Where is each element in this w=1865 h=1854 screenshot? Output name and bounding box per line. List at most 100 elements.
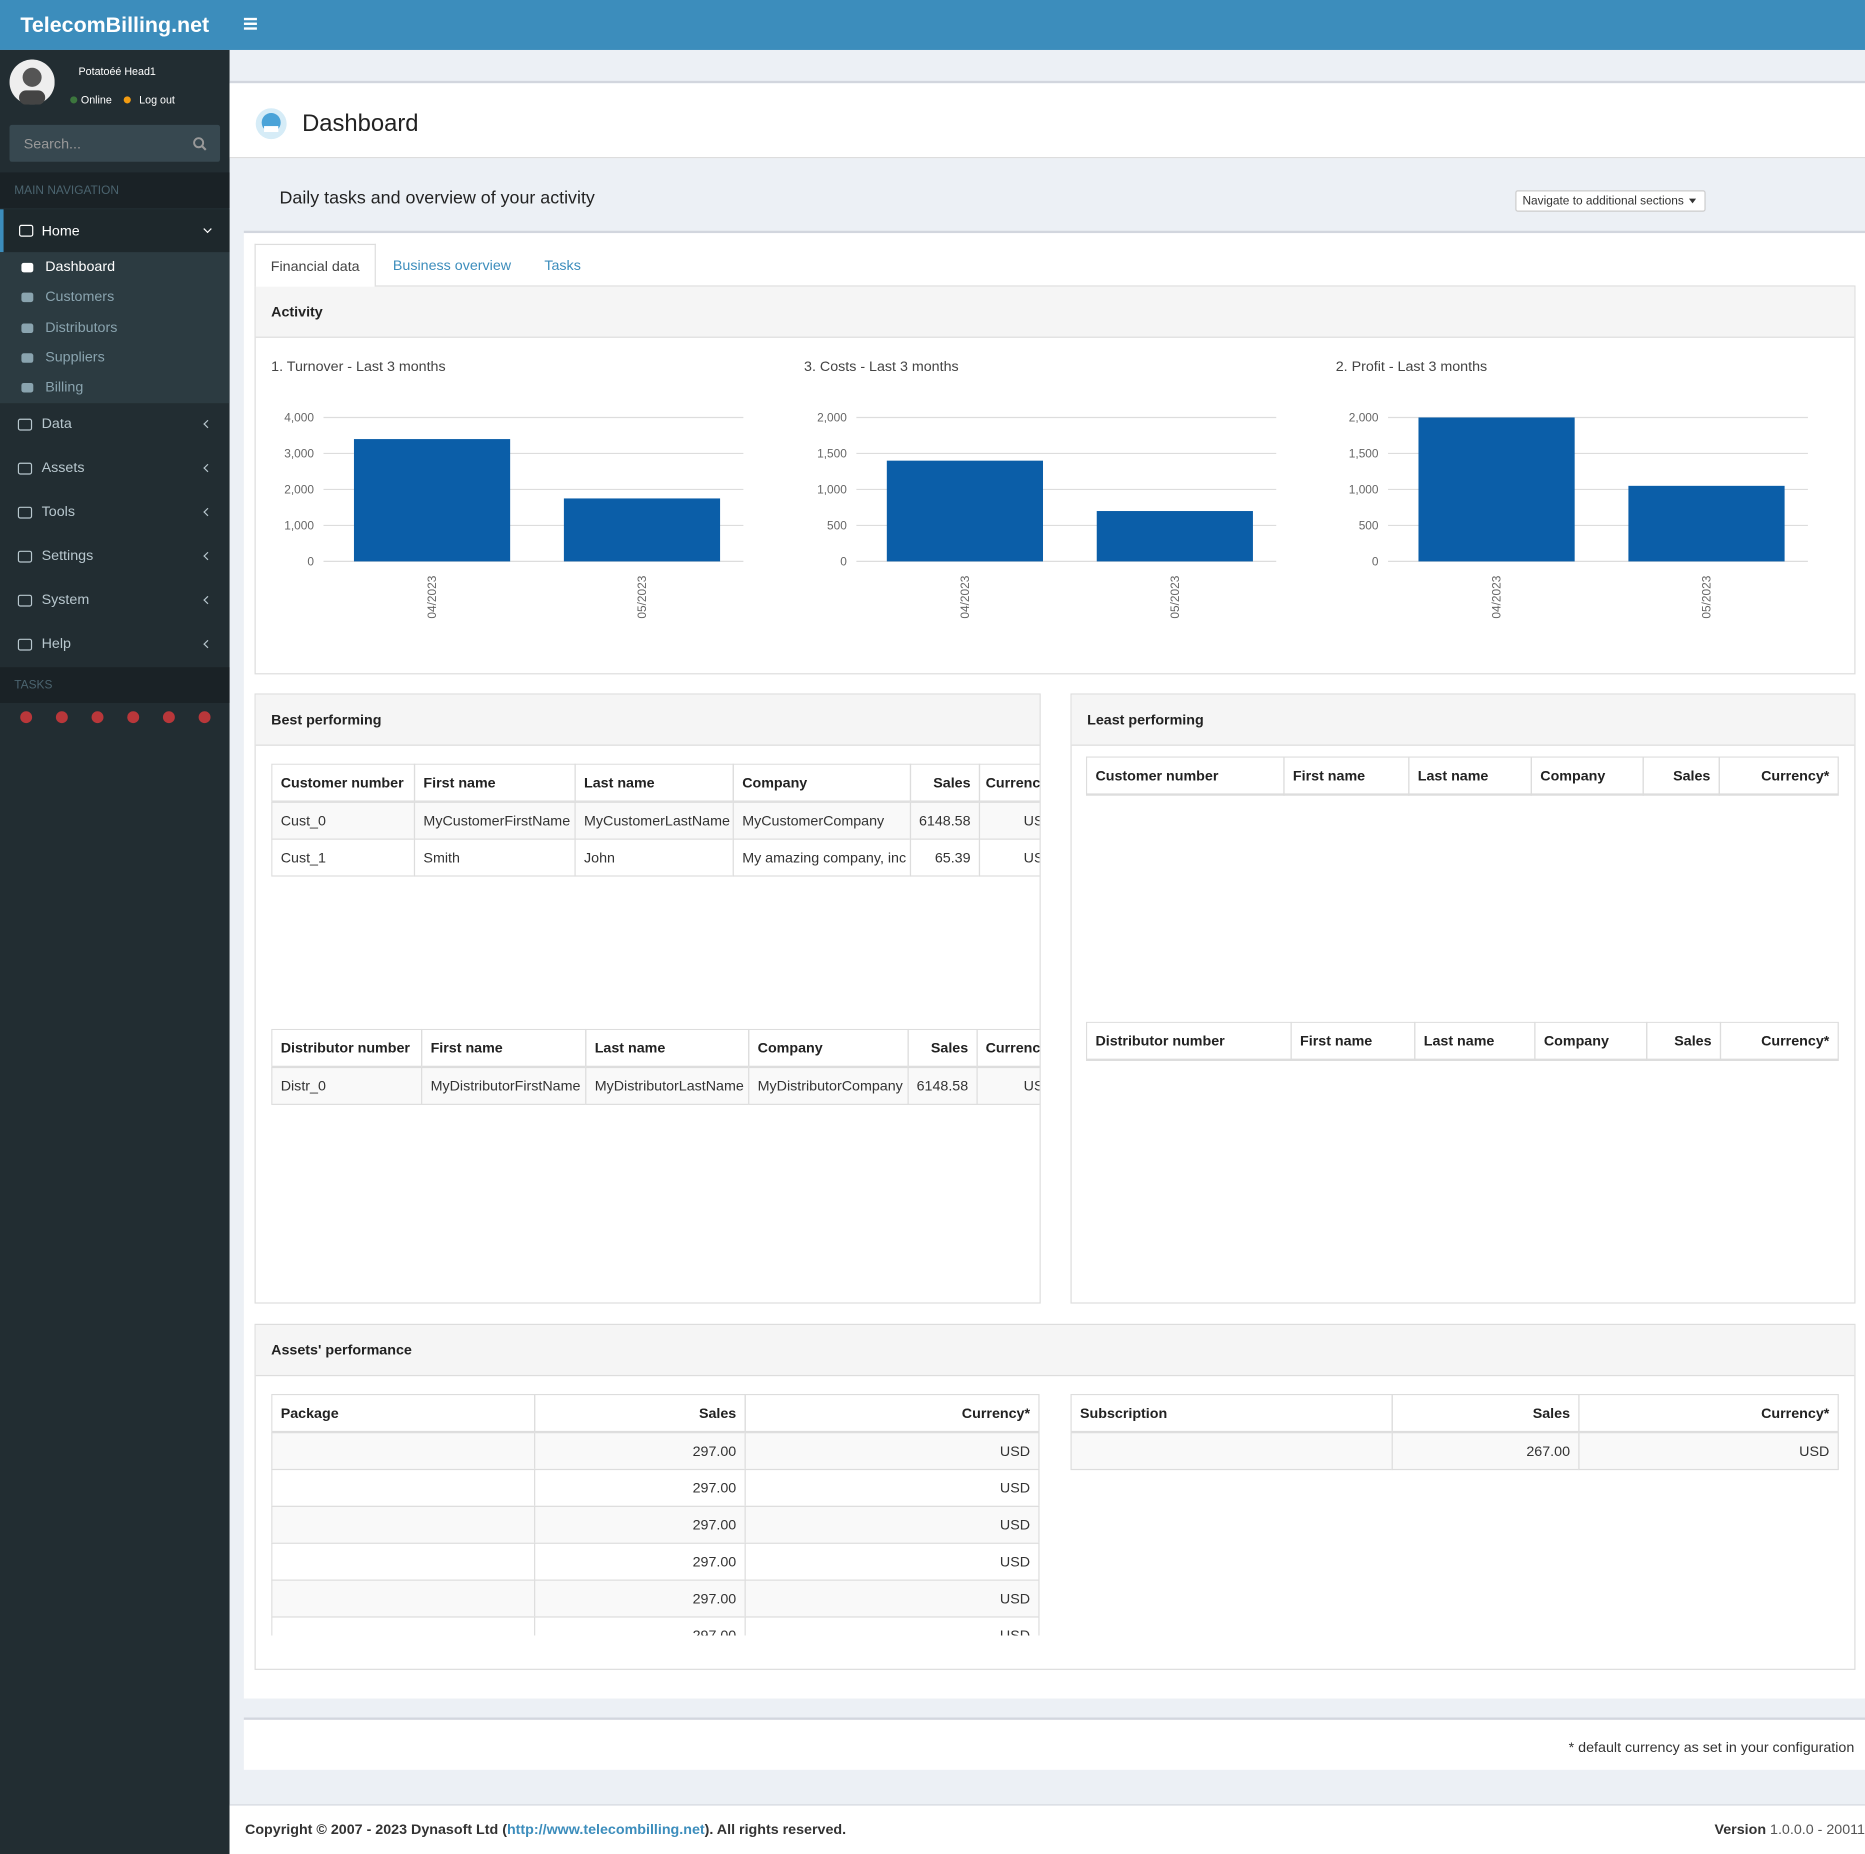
nav-icon [17, 506, 33, 519]
y-tick-label: 1,500 [1349, 447, 1379, 461]
table-cell: MyDistributorLastName [585, 1066, 750, 1105]
best-panel: Best performing [254, 693, 1041, 1304]
logout-link[interactable]: Log out [139, 93, 175, 106]
table-cell: 6148.58 [909, 801, 981, 840]
search-box[interactable]: Search... [9, 124, 221, 162]
task-dot[interactable] [162, 711, 175, 724]
task-dot[interactable] [127, 711, 140, 724]
submenu-item[interactable]: Suppliers [45, 348, 105, 365]
tab[interactable]: Financial data [254, 243, 376, 287]
divider [229, 80, 1865, 84]
task-dot[interactable] [198, 711, 211, 724]
table-cell: USD [744, 1616, 1040, 1636]
submenu-icon [21, 382, 34, 393]
table-cell: 297.00 [534, 1579, 746, 1618]
table-header: Currency* [1578, 1393, 1839, 1434]
table-cell: USD [1578, 1432, 1839, 1471]
y-tick-label: 4,000 [284, 411, 314, 425]
y-tick-label: 1,000 [284, 519, 314, 533]
page-title: Dashboard [302, 110, 419, 137]
nav-item[interactable]: Settings [41, 547, 94, 564]
table: Package Sales Currency* 297.00 USD 297.00 USD 2… [271, 1393, 1041, 1636]
table-cell: MyCustomerLastName [574, 801, 734, 840]
table-cell: MyDistributorFirstName [421, 1066, 587, 1105]
table-header: Currency* [1719, 1021, 1839, 1061]
divider [243, 230, 1865, 234]
table-cell [271, 1432, 536, 1471]
submenu-item[interactable]: Customers [45, 288, 115, 305]
table-cell: 297.00 [534, 1542, 746, 1581]
brand[interactable]: TelecomBilling.net [20, 12, 210, 37]
table-cell: Cust_0 [271, 801, 416, 840]
table-header: Company [748, 1028, 909, 1069]
tab[interactable]: Business overview [392, 256, 512, 273]
nav-header: MAIN NAVIGATION [0, 172, 230, 209]
caret [1688, 198, 1696, 204]
submenu-item[interactable]: Dashboard [45, 258, 116, 275]
table-header: Currency* [978, 763, 1040, 803]
submenu-item[interactable]: Billing [45, 378, 84, 395]
table-cell: Distr_0 [271, 1066, 423, 1105]
table-header: Last name [585, 1028, 750, 1069]
table-header: Sales [1391, 1393, 1580, 1434]
y-tick-label: 0 [1372, 555, 1379, 569]
table: Distributor number First name Last name Com… [271, 1028, 1040, 1124]
table-cell: USD [744, 1542, 1040, 1581]
x-tick-label: 04/2023 [425, 575, 439, 618]
bar [563, 498, 721, 562]
table-cell [271, 1505, 536, 1544]
x-tick-label: 05/2023 [635, 575, 649, 618]
nav-icon [17, 594, 33, 607]
activity-panel: Activity [254, 285, 1856, 675]
menu-toggle[interactable] [243, 17, 258, 31]
table-cell: John [574, 838, 734, 877]
table-cell: Smith [413, 838, 576, 877]
y-tick-label: 1,500 [817, 447, 847, 461]
table-cell: MyCustomerCompany [732, 801, 912, 840]
chart: 1. Turnover - Last 3 months 0 1,000 2,000 3,… [271, 359, 744, 619]
y-tick-label: 0 [840, 555, 847, 569]
table-cell: 65.39 [909, 838, 981, 877]
submenu-icon [21, 292, 34, 303]
bar [1096, 511, 1253, 562]
copyright-text: Copyright © 2007 - 2023 Dynasoft Ltd ( [245, 1820, 507, 1838]
submenu-item[interactable]: Distributors [45, 318, 118, 335]
table-header: Sales [1646, 1021, 1722, 1061]
table-cell: 297.00 [534, 1505, 746, 1544]
table: Subscription Sales Currency* 267.00 USD [1070, 1393, 1840, 1489]
table-header: Company [1530, 756, 1644, 796]
page-subtitle: Daily tasks and overview of your activit… [279, 187, 595, 209]
search-icon[interactable] [193, 137, 207, 151]
nav-item[interactable]: Tools [41, 503, 75, 520]
nav-item[interactable]: Data [41, 415, 72, 432]
table-cell [1070, 1432, 1393, 1471]
table-cell: 267.00 [1391, 1432, 1580, 1471]
y-tick-label: 0 [307, 555, 314, 569]
submenu-icon [21, 322, 34, 333]
nav-item[interactable]: Assets [41, 459, 85, 476]
table-header: First name [421, 1028, 587, 1069]
table-cell [271, 1579, 536, 1618]
panel-title: Activity [255, 286, 1855, 338]
version-number: 1.0.0.0 - 20011 [1770, 1820, 1865, 1838]
task-dot[interactable] [20, 711, 33, 724]
bar [1418, 417, 1575, 562]
navigate-dropdown[interactable]: Navigate to additional sections [1515, 190, 1706, 212]
nav-item[interactable]: Home [41, 222, 80, 240]
table-cell: USD [978, 838, 1040, 877]
nav-icon [17, 550, 33, 563]
y-tick-label: 2,000 [817, 411, 847, 425]
task-dot[interactable] [91, 711, 104, 724]
nav-icon [17, 418, 33, 431]
table-cell [271, 1542, 536, 1581]
nav-item[interactable]: Help [41, 635, 71, 652]
x-tick-label: 05/2023 [1700, 575, 1714, 618]
table-header: Currency* [744, 1393, 1040, 1434]
nav-item[interactable]: System [41, 591, 90, 608]
table-header: Currency* [976, 1028, 1040, 1069]
y-tick-label: 1,000 [1349, 483, 1379, 497]
top-bar [0, 0, 1865, 50]
tab[interactable]: Tasks [544, 256, 581, 273]
footer-link[interactable]: http://www.telecombilling.net [506, 1820, 705, 1838]
task-dot[interactable] [55, 711, 68, 724]
